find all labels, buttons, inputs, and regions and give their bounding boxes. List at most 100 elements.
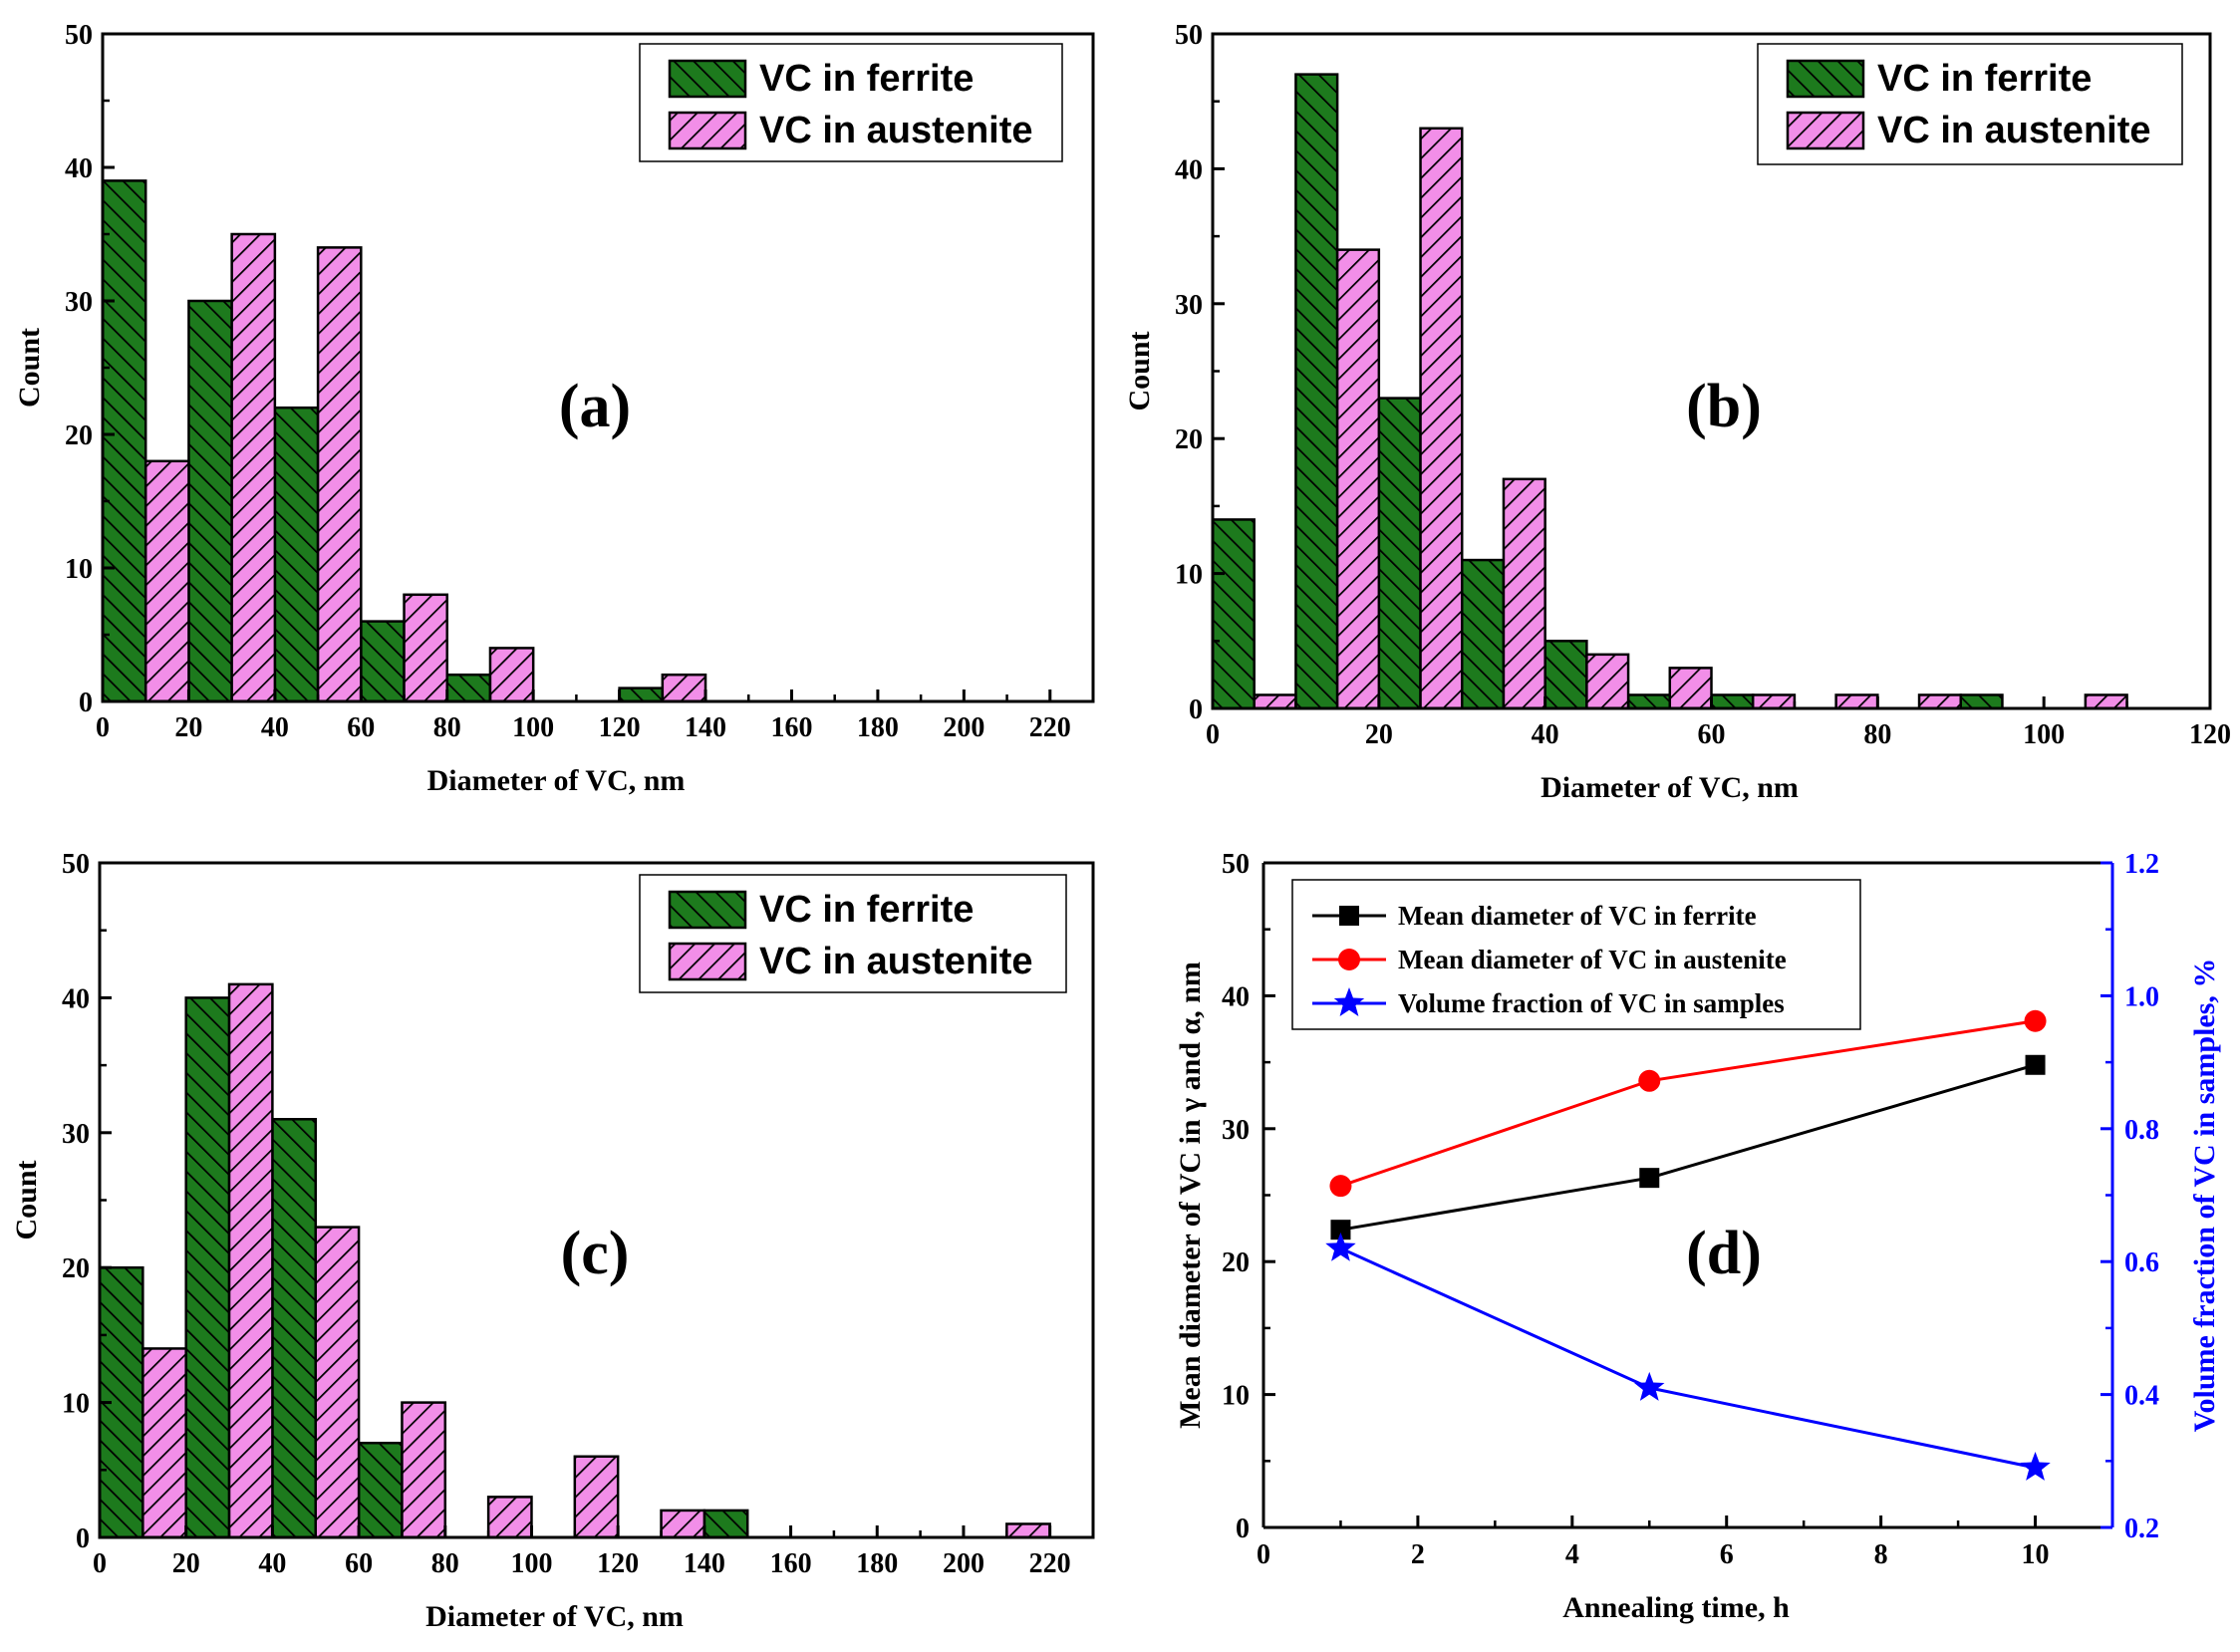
austenite-bar-6 <box>1751 693 1797 710</box>
x-tick-label: 220 <box>1029 1548 1071 1579</box>
austenite-bar-4 <box>1585 653 1630 710</box>
y2-tick-label: 0.8 <box>2124 1115 2159 1146</box>
austenite-bar-0 <box>143 459 190 703</box>
x-tick-label: 40 <box>258 1548 286 1579</box>
austenite-bar-2 <box>314 1226 361 1539</box>
legend-label-austenite: VC in austenite <box>759 941 1033 982</box>
panel-label: (a) <box>559 373 631 440</box>
x-tick-label: 40 <box>1532 719 1559 750</box>
series-0-point-0 <box>1330 1220 1351 1240</box>
x-tick-label: 220 <box>1029 712 1071 743</box>
x-tick-label: 60 <box>347 712 375 743</box>
ferrite-bar-3 <box>1461 558 1506 710</box>
x-tick-label: 180 <box>856 1548 898 1579</box>
legend-marker-1 <box>1338 949 1360 970</box>
ferrite-bar-4 <box>445 673 492 703</box>
x-tick-label: 120 <box>2189 719 2231 750</box>
austenite-bar-1 <box>1335 248 1381 710</box>
x-tick-label: 0 <box>93 1548 107 1579</box>
ferrite-bar-1 <box>187 299 233 703</box>
y-tick-label: 40 <box>1222 981 1250 1012</box>
chart-d: 0 2 4 6 8 10 0 10 20 30 40 50 0.2 0.4 0.6 0.8 1.0 1.2 Anne… <box>1174 849 2221 1624</box>
x-axis-title: Diameter of VC, nm <box>425 1600 684 1633</box>
y2-tick-label: 1.2 <box>2124 849 2159 880</box>
series-1-point-2 <box>2024 1009 2047 1032</box>
x-axis-title: Diameter of VC, nm <box>1540 771 1799 804</box>
y-tick-label: 50 <box>65 20 93 51</box>
y2-tick-label: 0.6 <box>2124 1247 2159 1278</box>
austenite-bar-0 <box>1253 693 1297 710</box>
austenite-bar-7 <box>1005 1522 1051 1539</box>
ferrite-bar-0 <box>1211 518 1256 710</box>
y-tick-label: 0 <box>76 1523 90 1554</box>
y-tick-label: 50 <box>1175 20 1203 51</box>
austenite-bar-2 <box>1419 127 1464 710</box>
x-tick-label: 80 <box>431 1548 459 1579</box>
austenite-bar-1 <box>230 232 277 703</box>
ferrite-bar-1 <box>1294 73 1339 710</box>
legend-label-austenite: VC in austenite <box>1877 110 2151 151</box>
x-tick-label: 80 <box>1863 719 1891 750</box>
y-tick-label: 0 <box>79 688 93 718</box>
y-tick-label: 40 <box>1175 154 1203 185</box>
y-tick-label: 20 <box>1222 1247 1250 1278</box>
ferrite-bar-2 <box>271 1118 317 1539</box>
series-2-point-0 <box>1325 1232 1356 1261</box>
legend-label-2: Volume fraction of VC in samples <box>1398 988 1785 1018</box>
x-tick-label: 20 <box>172 1548 200 1579</box>
legend-label-0: Mean diameter of VC in ferrite <box>1398 901 1757 931</box>
x-tick-label: 60 <box>345 1548 373 1579</box>
x-tick-label: 20 <box>1365 719 1393 750</box>
legend-swatch-austenite <box>1786 111 1865 150</box>
austenite-bar-3 <box>403 593 448 703</box>
y-axis-title: Mean diameter of VC in γ and α, nm <box>1174 962 1207 1429</box>
legend-box <box>1291 879 1861 1030</box>
ferrite-bar-1 <box>184 996 231 1539</box>
legend-label-austenite: VC in austenite <box>759 110 1033 151</box>
y2-tick-label: 0.2 <box>2124 1514 2159 1544</box>
chart-b: 0 20 40 60 80 100 120 0 10 20 30 40 50 Diameter of VC… <box>1123 20 2231 804</box>
series-line-0 <box>1340 1063 2036 1232</box>
austenite-bar-3 <box>1502 477 1546 710</box>
ferrite-bar-6 <box>1710 693 1755 710</box>
panel-label: (b) <box>1686 373 1762 440</box>
x-tick-label: 0 <box>1206 719 1220 750</box>
x-tick-label: 6 <box>1720 1539 1734 1570</box>
legend-swatch-austenite <box>668 942 747 981</box>
series-0-point-1 <box>1639 1168 1660 1189</box>
ferrite-bar-0 <box>101 179 147 703</box>
ferrite-bar-7 <box>1959 693 2004 710</box>
legend-label-ferrite: VC in ferrite <box>759 889 974 931</box>
austenite-bar-9 <box>2084 693 2128 710</box>
chart-a: 0 20 40 60 80 100 120 140 160 180 200 220 0 10 20 30 40 5… <box>13 20 1095 797</box>
austenite-bar-0 <box>141 1347 187 1539</box>
x-tick-label: 120 <box>597 1548 639 1579</box>
y-tick-label: 50 <box>1222 849 1250 880</box>
x-tick-label: 0 <box>96 712 110 743</box>
austenite-bar-1 <box>227 982 274 1539</box>
austenite-bar-5 <box>1668 667 1713 710</box>
y-tick-label: 0 <box>1189 694 1203 725</box>
series-2-point-2 <box>2020 1451 2051 1481</box>
austenite-bar-4 <box>486 1496 533 1539</box>
ferrite-bar-4 <box>702 1509 749 1539</box>
x-tick-label: 80 <box>433 712 461 743</box>
x-tick-label: 160 <box>770 1548 812 1579</box>
x-tick-label: 160 <box>770 712 812 743</box>
legend-swatch-ferrite <box>668 59 747 99</box>
y-tick-label: 10 <box>65 554 93 585</box>
ferrite-bar-3 <box>357 1441 404 1539</box>
x-tick-label: 100 <box>510 1548 552 1579</box>
y-axis-title: Count <box>13 328 46 408</box>
x-tick-label: 20 <box>174 712 202 743</box>
series-1-point-1 <box>1638 1069 1661 1092</box>
legend-label-ferrite: VC in ferrite <box>759 58 974 100</box>
y-axis-title: Count <box>1123 331 1156 411</box>
y-tick-label: 20 <box>1175 424 1203 455</box>
y-tick-label: 20 <box>62 1253 90 1284</box>
austenite-bar-3 <box>401 1401 447 1539</box>
y2-axis-title: Volume fraction of VC in samples, % <box>2188 959 2221 1433</box>
series-0-point-2 <box>2025 1054 2046 1075</box>
x-tick-label: 8 <box>1874 1539 1888 1570</box>
austenite-bar-7 <box>1834 693 1879 710</box>
